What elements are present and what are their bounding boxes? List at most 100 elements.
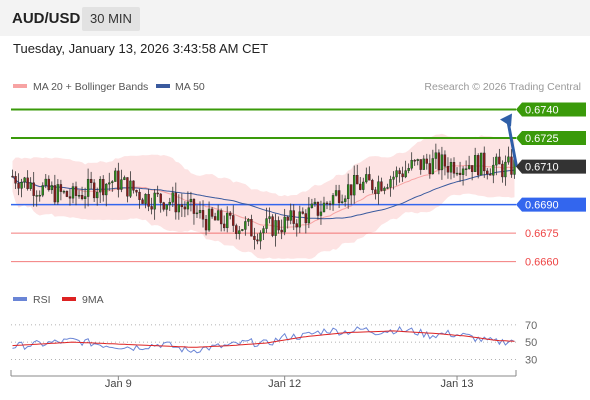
candle — [268, 207, 271, 224]
candle-body — [226, 212, 229, 229]
candle-body — [99, 179, 102, 193]
candle — [250, 214, 253, 237]
candle-body — [59, 184, 63, 192]
candle-body — [207, 208, 211, 231]
price-label-target-0: 0.6740 — [516, 102, 586, 117]
candle — [180, 193, 184, 217]
candle — [150, 197, 153, 215]
candle — [68, 188, 72, 206]
candle-body — [162, 202, 165, 210]
candle-body — [95, 191, 99, 199]
candle-body — [280, 229, 283, 233]
ma20-legend-label: MA 20 + Bollinger Bands — [33, 81, 148, 93]
candle-body — [132, 180, 135, 191]
candle-body — [504, 161, 507, 178]
candle — [353, 165, 356, 204]
credit-label: Research © 2026 Trading Central — [424, 81, 581, 93]
candle-body — [102, 179, 105, 196]
candle — [17, 173, 20, 196]
candle — [77, 190, 81, 199]
candle-body — [71, 186, 75, 199]
candle — [41, 182, 44, 198]
candle — [62, 189, 66, 195]
candle — [262, 225, 265, 241]
candle — [159, 193, 162, 213]
candle-body — [467, 165, 471, 169]
candle — [501, 160, 504, 183]
candle — [74, 181, 78, 206]
candle — [229, 211, 232, 220]
projection-arrow-layer — [500, 113, 518, 167]
level-lines-layer — [11, 108, 516, 263]
candle — [292, 204, 295, 231]
candle — [241, 229, 244, 232]
chart-legend: MA 20 + Bollinger Bands MA 50 Research ©… — [13, 81, 581, 93]
candle — [467, 155, 471, 170]
timeframe-button[interactable]: 30 MIN — [82, 7, 140, 31]
candle — [283, 208, 286, 236]
candle-body — [346, 184, 350, 200]
candle — [144, 193, 147, 209]
candle — [198, 201, 202, 219]
candle-body — [32, 182, 35, 196]
candle — [322, 196, 326, 213]
candle-body — [331, 195, 335, 205]
price-label-support-5: 0.6660 — [525, 257, 559, 269]
candle-body — [483, 152, 486, 172]
candle — [504, 155, 507, 186]
candle-body — [77, 195, 81, 197]
projection-arrow-head — [500, 113, 512, 127]
candle — [126, 177, 129, 203]
candle — [83, 187, 87, 209]
ma20-line — [12, 164, 515, 228]
candle — [337, 184, 341, 208]
candle-body — [362, 181, 365, 190]
chart-header: AUD/USD 30 MIN — [0, 0, 590, 36]
candle — [280, 219, 283, 240]
ma50-line — [12, 169, 515, 220]
candle — [443, 150, 447, 176]
candle — [377, 175, 380, 205]
candle-body — [114, 170, 117, 182]
candle — [26, 170, 29, 191]
candle — [35, 190, 38, 207]
price-label-support-4: 0.6675 — [525, 228, 559, 240]
candle — [313, 198, 317, 207]
candle — [71, 182, 75, 204]
candle-body — [501, 163, 504, 178]
candle-body — [401, 173, 404, 178]
candle-body — [174, 192, 177, 213]
candle-body — [486, 170, 489, 175]
price-label-text: 0.6740 — [525, 105, 559, 117]
candle-body — [434, 152, 438, 159]
candle-body — [47, 178, 50, 191]
candle-body — [356, 175, 359, 185]
rsi-ma-legend-label: 9MA — [82, 294, 104, 306]
price-label-text: 0.6660 — [525, 257, 559, 269]
candle — [223, 215, 226, 232]
candle-body — [410, 159, 413, 169]
candle — [464, 160, 468, 177]
candle — [398, 167, 401, 183]
candle — [165, 204, 168, 217]
candle — [492, 157, 495, 184]
candle — [422, 155, 425, 170]
candle-body — [147, 193, 150, 207]
price-label-text: 0.6710 — [525, 162, 559, 174]
candle — [111, 180, 114, 192]
candle — [473, 147, 477, 172]
candle — [132, 180, 135, 194]
candle — [153, 189, 156, 220]
candle — [99, 176, 102, 204]
candle-body — [235, 225, 238, 234]
candle — [11, 169, 14, 178]
candle-body — [413, 159, 416, 162]
candle — [271, 214, 274, 238]
candle — [386, 183, 389, 190]
candle — [413, 159, 416, 166]
candle-body — [292, 210, 295, 224]
candle — [162, 201, 165, 212]
candle — [189, 191, 193, 212]
candle — [477, 153, 480, 179]
candle — [14, 171, 17, 190]
